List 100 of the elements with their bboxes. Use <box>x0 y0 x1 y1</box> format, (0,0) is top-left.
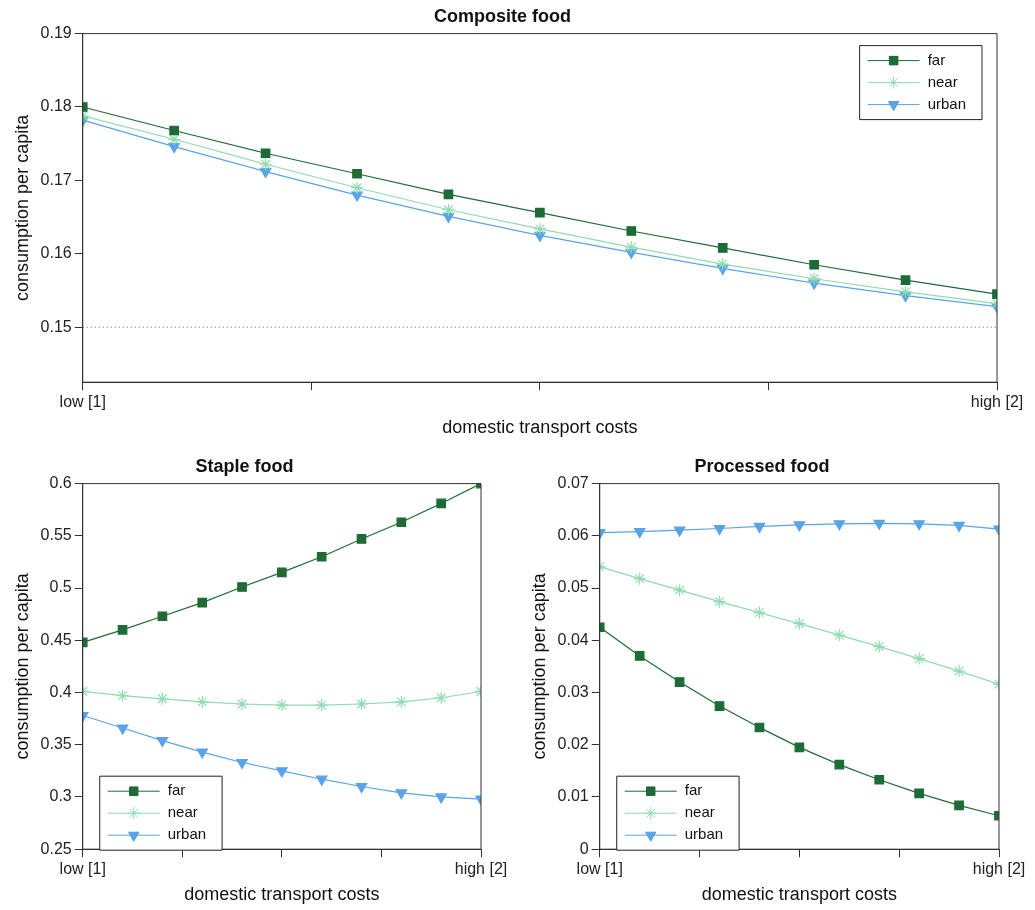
point <box>633 572 647 586</box>
x-axis-title: domestic transport costs <box>442 417 638 438</box>
point <box>235 697 249 711</box>
x-axis-title: domestic transport costs <box>184 884 380 905</box>
point <box>833 520 846 531</box>
y-tick-label: 0.4 <box>49 682 72 700</box>
x-tick-label: high [2] <box>972 860 1026 878</box>
point <box>794 742 805 753</box>
point <box>117 625 128 635</box>
point <box>717 243 728 253</box>
point <box>809 259 819 270</box>
point <box>792 616 806 631</box>
legend-label: urban <box>927 94 967 112</box>
y-tick-label: 0.02 <box>557 735 589 753</box>
point <box>872 639 886 654</box>
legend-label: near <box>927 72 958 90</box>
y-axis-title: consumption per capita <box>11 572 32 760</box>
y-tick-label: 0.25 <box>40 839 72 857</box>
point <box>793 521 806 532</box>
point <box>315 775 328 786</box>
point <box>443 189 454 200</box>
point <box>913 520 925 531</box>
point <box>714 701 725 711</box>
point <box>169 125 180 136</box>
point <box>535 207 545 218</box>
point <box>900 275 911 286</box>
point <box>873 519 886 530</box>
legend-label: near <box>167 803 198 821</box>
point <box>355 782 368 794</box>
point <box>874 774 885 785</box>
point <box>354 697 369 711</box>
point <box>912 651 926 666</box>
point <box>672 583 687 597</box>
point <box>832 628 846 642</box>
y-tick-label: 0.16 <box>40 244 72 262</box>
legend-label: urban <box>684 825 724 843</box>
point <box>624 240 638 254</box>
y-tick-label: 0.35 <box>40 735 72 753</box>
point <box>157 611 168 622</box>
point <box>155 692 169 706</box>
point <box>352 168 362 179</box>
point <box>673 526 686 537</box>
y-tick-label: 0.55 <box>40 526 72 544</box>
legend-label: urban <box>167 825 207 843</box>
point <box>952 664 966 678</box>
point <box>752 606 767 620</box>
point <box>196 748 209 759</box>
point <box>716 257 730 271</box>
point <box>276 767 288 778</box>
point <box>195 695 209 709</box>
point <box>396 517 407 528</box>
chart-title: Processed food <box>694 455 830 476</box>
y-tick-label: 0.07 <box>557 474 589 492</box>
point <box>834 759 845 770</box>
point <box>807 272 821 286</box>
point <box>237 582 247 592</box>
y-tick-label: 0.03 <box>557 682 589 700</box>
point <box>954 800 964 811</box>
y-tick-label: 0.5 <box>49 578 72 596</box>
point <box>116 724 129 735</box>
point <box>259 167 272 179</box>
point <box>533 222 547 236</box>
chart-title: Composite food <box>434 5 571 26</box>
legend-label: far <box>927 50 946 68</box>
chart-title: Staple food <box>195 455 294 476</box>
point <box>277 567 287 578</box>
point <box>197 597 208 608</box>
legend-label: far <box>167 781 186 799</box>
point <box>712 595 727 609</box>
legend-label: far <box>684 781 703 799</box>
point <box>236 758 248 770</box>
point <box>115 689 130 703</box>
point <box>156 736 169 748</box>
point <box>713 524 726 536</box>
point <box>315 698 329 712</box>
point <box>434 691 448 705</box>
point <box>674 677 685 687</box>
y-tick-label: 0.01 <box>557 787 589 805</box>
point <box>356 534 367 544</box>
point <box>168 143 180 154</box>
y-axis-title: consumption per capita <box>528 572 549 760</box>
y-tick-label: 0.05 <box>557 578 589 596</box>
y-tick-label: 0.3 <box>49 787 72 805</box>
point <box>395 789 408 800</box>
point <box>634 651 645 661</box>
y-tick-label: 0.6 <box>49 474 72 492</box>
point <box>258 157 273 171</box>
y-axis-title: consumption per capita <box>11 113 32 301</box>
point <box>394 695 408 709</box>
y-tick-label: 0 <box>579 839 589 857</box>
y-tick-label: 0.04 <box>557 630 589 648</box>
legend-label: near <box>684 803 715 821</box>
point <box>953 521 965 532</box>
point <box>626 226 637 236</box>
x-tick-label: low [1] <box>59 860 106 878</box>
point <box>275 698 289 712</box>
point <box>436 498 447 509</box>
point <box>435 793 447 804</box>
point <box>633 528 646 539</box>
y-tick-label: 0.45 <box>40 630 72 648</box>
